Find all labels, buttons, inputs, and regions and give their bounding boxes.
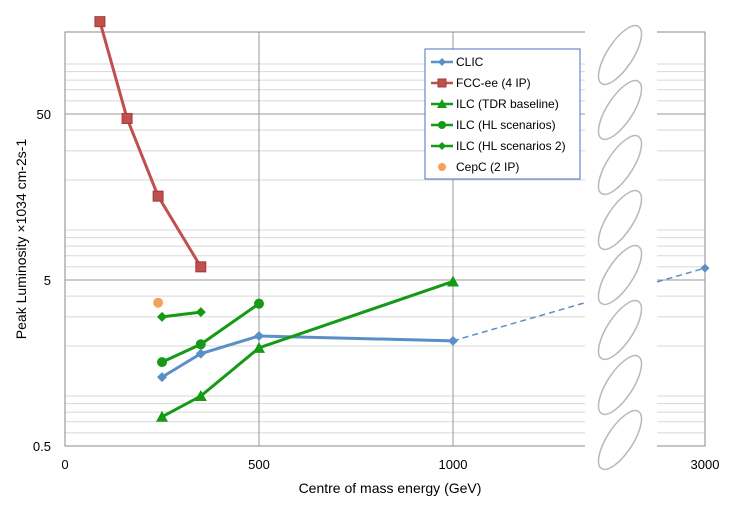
data-point-ilc-tdr-baseline <box>156 410 168 422</box>
axis-break-ellipse <box>597 354 643 416</box>
x-axis-title: Centre of mass energy (GeV) <box>299 480 482 496</box>
data-point-clic <box>254 330 264 341</box>
data-point-ilc-tdr-baseline <box>194 390 207 402</box>
x-tick-label: 500 <box>248 457 270 472</box>
legend-label-ilc-hl-scenarios-2: ILC (HL scenarios 2) <box>456 139 566 153</box>
data-point-fcc-ee-4-ip <box>94 16 106 28</box>
legend-marker-clic <box>438 58 446 66</box>
legend-marker-cepc-2-ip <box>438 163 446 171</box>
series-line-fcc-ee-4-ip <box>98 21 203 268</box>
data-point-ilc-tdr-baseline <box>447 275 459 287</box>
data-point-cepc-2-ip <box>153 297 164 308</box>
axis-break-ellipse <box>597 409 643 471</box>
legend-marker-ilc-hl-scenarios <box>438 121 446 129</box>
data-point-ilc-hl-scenarios-2 <box>195 307 206 318</box>
x-tick-label: 0 <box>61 457 68 472</box>
legend-label-cepc-2-ip: CepC (2 IP) <box>456 160 519 174</box>
data-point-ilc-tdr-baseline <box>253 341 265 353</box>
axis-break-ellipse <box>597 24 643 86</box>
legend-label-fcc-ee-4-ip: FCC-ee (4 IP) <box>456 76 531 90</box>
axis-break-ellipse <box>597 244 643 306</box>
y-tick-label: 0.5 <box>33 439 51 454</box>
data-point-ilc-hl-scenarios <box>195 339 206 350</box>
y-axis-title: Peak Luminosity ×1034 cm-2s-1 <box>13 139 29 340</box>
data-point-clic <box>448 335 458 346</box>
axis-break-ellipse <box>597 79 643 141</box>
data-point-ilc-hl-scenarios <box>157 357 167 368</box>
x-tick-label: 3000 <box>691 457 720 472</box>
data-point-clic <box>195 348 206 359</box>
legend-marker-ilc-hl-scenarios-2 <box>438 142 446 150</box>
y-tick-label: 50 <box>37 107 51 122</box>
series-line-ilc-tdr-baseline <box>161 280 454 419</box>
y-tick-label: 5 <box>44 273 51 288</box>
axis-break-ellipse <box>597 189 643 251</box>
series-line-ilc-hl-scenarios <box>161 302 260 364</box>
axis-break-ellipse <box>597 299 643 361</box>
data-point-fcc-ee-4-ip <box>121 112 133 124</box>
data-point-fcc-ee-4-ip <box>195 261 207 273</box>
data-point-ilc-hl-scenarios <box>254 298 264 309</box>
legend-marker-fcc-ee-4-ip <box>437 78 447 88</box>
series-line-ilc-hl-scenarios-2 <box>161 310 201 319</box>
legend-label-ilc-tdr-baseline: ILC (TDR baseline) <box>456 97 559 111</box>
series-extrapolation-clic <box>656 267 706 283</box>
legend-box <box>424 48 581 180</box>
data-point-ilc-hl-scenarios-2 <box>157 311 167 322</box>
data-point-fcc-ee-4-ip <box>152 190 164 202</box>
legend-label-clic: CLIC <box>456 55 484 69</box>
x-tick-label: 1000 <box>439 457 468 472</box>
legend-label-ilc-hl-scenarios: ILC (HL scenarios) <box>456 118 556 132</box>
data-point-clic <box>157 372 167 383</box>
legend: CLIC FCC-ee (4 IP) ILC (TDR baseline) ILC (… <box>424 48 581 180</box>
series-line-clic <box>161 334 454 379</box>
data-point-clic <box>700 263 710 273</box>
axis-break-ellipse <box>597 134 643 196</box>
series-extrapolation-clic <box>452 302 586 342</box>
plot-border <box>64 31 706 447</box>
legend-marker-ilc-tdr-baseline <box>437 99 447 108</box>
